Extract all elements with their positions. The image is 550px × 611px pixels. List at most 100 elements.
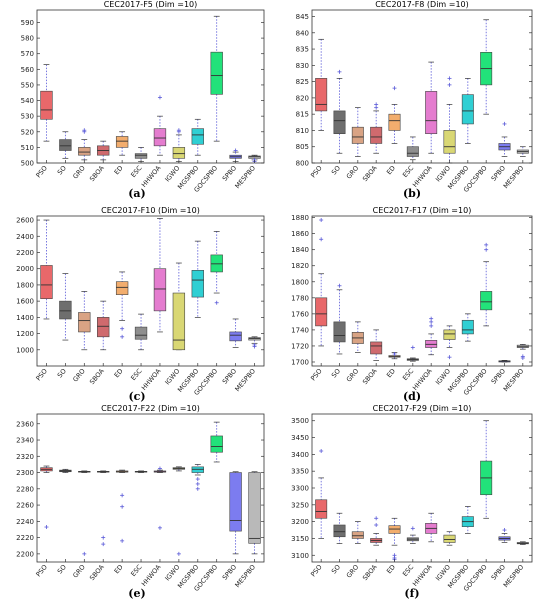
y-tick-label: 2000 (16, 265, 34, 273)
outlier-marker (374, 102, 379, 107)
outlier-marker (484, 242, 489, 247)
box-iqr (210, 435, 223, 453)
x-tick-label: SO (56, 563, 68, 575)
x-tick-label: SBOA (361, 164, 379, 183)
x-tick-label: SBOA (361, 563, 379, 582)
box-IGWO (172, 128, 186, 162)
subfigure-label: (f) (404, 587, 419, 600)
box-iqr (97, 317, 110, 338)
y-tick-label: 2260 (16, 502, 34, 510)
box-SO (333, 69, 346, 154)
box-iqr (443, 329, 456, 340)
box-SBOA (97, 140, 110, 161)
box-iqr (229, 472, 242, 532)
outlier-marker (319, 449, 324, 453)
plot-frame (36, 9, 265, 164)
x-tick-label: HHWOA (140, 164, 163, 189)
box-SPBO (498, 121, 511, 157)
x-tick-label: MESPBO (233, 164, 257, 190)
x-tick-label: PSO (34, 164, 49, 179)
x-tick-label: GRO (71, 563, 87, 579)
box-GRO (351, 321, 364, 353)
box-HHWOA (153, 466, 167, 530)
outlier-marker (176, 128, 181, 133)
box-SPBO (498, 528, 511, 543)
box-GOCSPBO (210, 15, 223, 142)
y-tick-label: 590 (21, 19, 34, 27)
x-tick-label: ESC (129, 164, 144, 179)
y-tick-label: 845 (296, 13, 309, 21)
y-tick-label: 3400 (291, 451, 309, 459)
box-PSO (40, 465, 53, 530)
box-SBOA (97, 470, 110, 547)
y-tick-label: 560 (21, 66, 34, 74)
box-iqr (443, 534, 456, 543)
box-SBOA (97, 300, 110, 351)
outlier-marker (120, 334, 125, 339)
outlier-marker (319, 218, 324, 223)
box-ED (115, 469, 129, 543)
box-iqr (229, 331, 242, 342)
box-iqr (351, 531, 364, 539)
box-iqr (370, 126, 383, 144)
box-ED (388, 517, 401, 562)
box-MGSPBO (461, 78, 474, 144)
y-tick-label: 1860 (291, 230, 309, 238)
box-HHWOA (425, 61, 438, 154)
box-GOCSPBO (480, 242, 493, 327)
outlier-marker (447, 355, 452, 360)
box-ED (115, 271, 129, 339)
outlier-marker (429, 316, 434, 321)
box-MGSPBO (461, 313, 474, 342)
plot-frame (36, 215, 265, 367)
y-tick-label: 2280 (16, 485, 34, 493)
x-tick-label: HHWOA (140, 563, 163, 588)
box-PSO (40, 64, 53, 142)
box-HHWOA (153, 95, 167, 156)
box-SBOA (370, 516, 383, 546)
outlier-marker (233, 148, 238, 153)
y-tick-label: 550 (21, 81, 34, 89)
box-ESC (134, 470, 148, 473)
box-SPBO (229, 471, 242, 555)
x-tick-label: PSO (309, 563, 324, 578)
x-tick-label: PSO (34, 367, 49, 382)
x-tick-label: ED (385, 164, 397, 176)
outlier-marker (82, 128, 87, 133)
x-tick-label: MESPBO (233, 563, 257, 589)
y-tick-label: 1740 (291, 326, 309, 334)
outlier-marker (195, 481, 200, 486)
box-SBOA (370, 102, 383, 154)
x-tick-label: SPBO (490, 164, 507, 183)
box-MGSPBO (191, 464, 204, 491)
box-iqr (115, 281, 129, 295)
x-tick-label: SBOA (88, 367, 106, 386)
box-MESPBO (248, 336, 261, 349)
x-tick-label: SPBO (490, 563, 507, 582)
outlier-marker (157, 95, 162, 100)
outlier-marker (447, 76, 452, 81)
x-tick-label: IGWO (163, 367, 181, 386)
x-tick-label: ED (113, 164, 125, 176)
y-tick-label: 530 (21, 113, 34, 121)
outlier-marker (101, 542, 106, 547)
subfigure-label: (c) (128, 390, 145, 403)
box-IGWO (172, 262, 186, 351)
box-iqr (406, 146, 419, 157)
box-iqr (40, 265, 53, 300)
y-tick-label: 820 (296, 94, 309, 102)
y-tick-label: 3500 (291, 417, 309, 425)
chart-title: CEC2017-F10 (Dim =10) (101, 206, 200, 215)
x-tick-label: SO (56, 164, 68, 176)
y-tick-label: 825 (296, 78, 309, 86)
box-iqr (172, 147, 186, 159)
box-SO (59, 131, 72, 159)
outlier-marker (520, 354, 525, 359)
y-tick-label: 570 (21, 50, 34, 58)
x-tick-label: HHWOA (411, 164, 434, 189)
x-tick-label: GRO (71, 367, 87, 383)
y-tick-label: 2360 (16, 420, 34, 428)
outlier-marker (157, 525, 162, 530)
chart-title: CEC2017-F22 (Dim =10) (101, 404, 200, 413)
box-SPBO (229, 318, 242, 348)
